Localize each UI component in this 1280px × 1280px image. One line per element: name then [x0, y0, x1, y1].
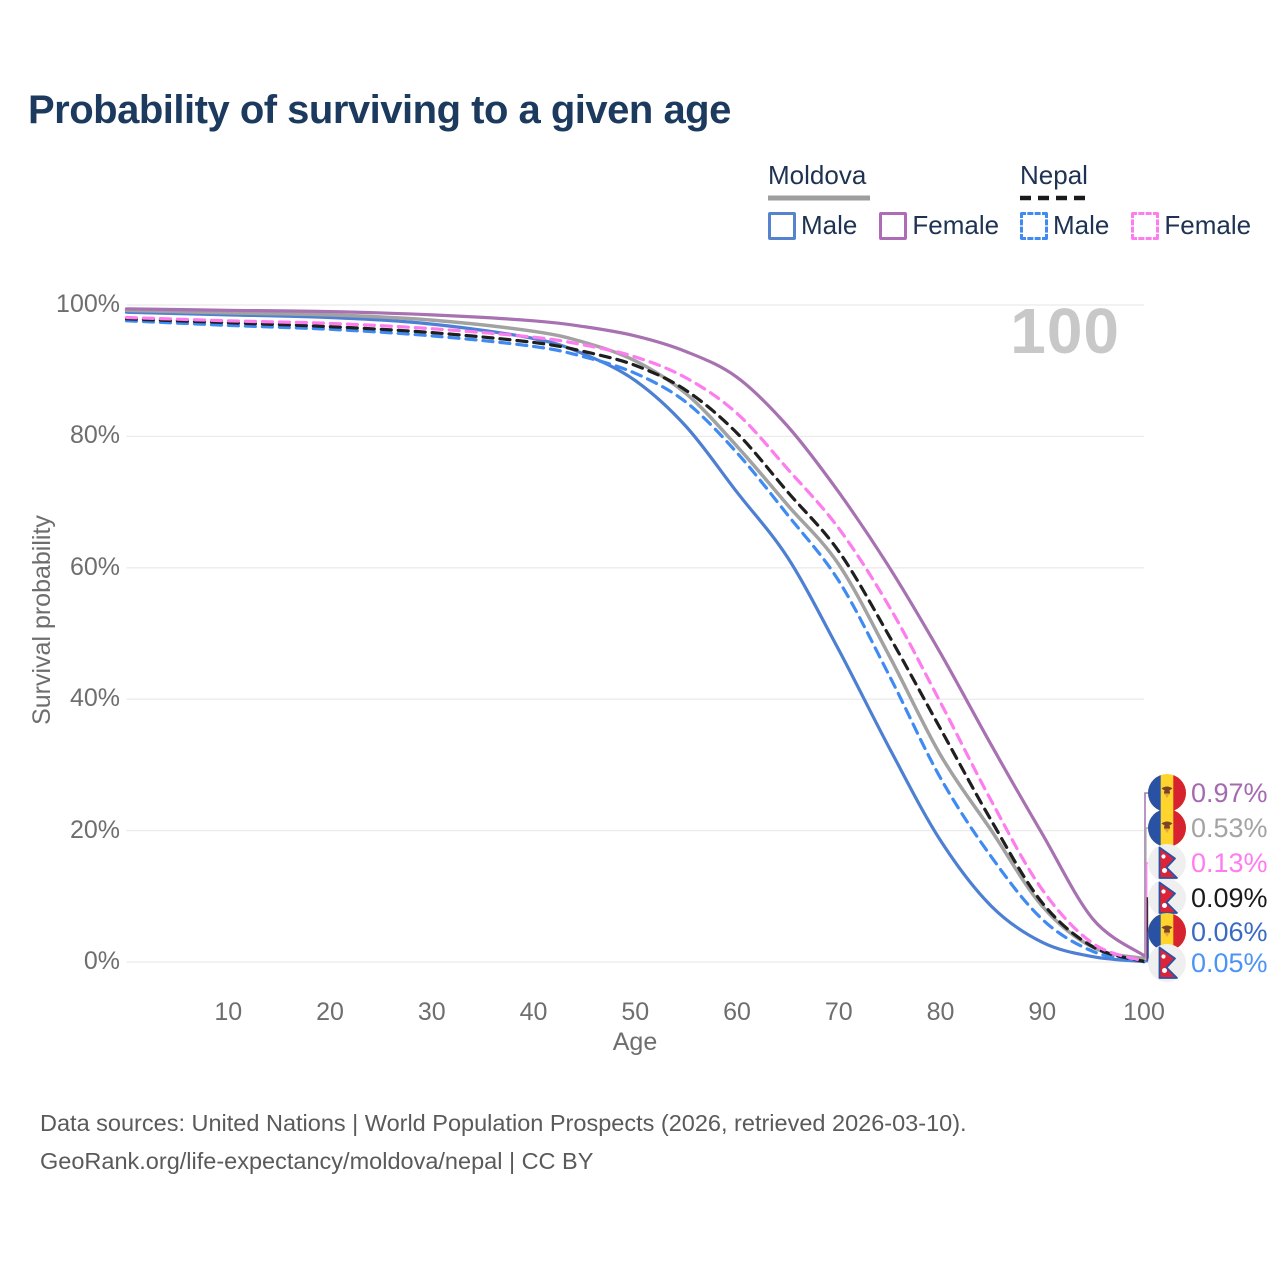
nepal-flag-icon	[1148, 944, 1186, 982]
end-label-nepal_total[interactable]: 0.09%	[1148, 879, 1268, 917]
end-label-moldova_female[interactable]: 0.97%	[1148, 774, 1268, 812]
legend-swatch-nepal-male[interactable]	[1020, 211, 1048, 240]
x-tick-label: 90	[1028, 998, 1057, 1026]
x-tick-label: 70	[824, 998, 853, 1026]
footer-link[interactable]: GeoRank.org/life-expectancy/moldova/nepa…	[40, 1148, 594, 1174]
y-tick-label: 60%	[69, 552, 120, 581]
x-axis-title: Age	[612, 1028, 658, 1056]
legend-group-nepal: Nepal Male Female	[1020, 160, 1251, 241]
legend-label-moldova-female[interactable]: Female	[912, 210, 1000, 240]
y-tick-label: 100%	[56, 290, 120, 318]
x-tick-label: 100	[1123, 998, 1165, 1026]
legend-group-nepal-name: Nepal	[1020, 160, 1088, 190]
end-label-value: 0.06%	[1191, 916, 1268, 947]
page-title: Probability of surviving to a given age	[28, 88, 731, 132]
x-tick-label: 50	[621, 998, 650, 1026]
moldova-flag-icon	[1148, 809, 1186, 847]
end-label-nepal_female[interactable]: 0.13%	[1148, 844, 1268, 882]
legend-group-moldova-name: Moldova	[768, 160, 867, 190]
y-axis-title: Survival probability	[28, 515, 56, 725]
end-label-value: 0.05%	[1191, 947, 1268, 978]
nepal-total-line-sample	[1020, 195, 1090, 201]
x-tick-label: 80	[926, 998, 955, 1026]
end-label-value: 0.53%	[1191, 812, 1268, 843]
moldova-flag-icon	[1148, 774, 1186, 812]
x-tick-label: 40	[519, 998, 548, 1026]
legend-swatch-moldova-male[interactable]	[768, 211, 796, 240]
end-label-value: 0.09%	[1191, 882, 1268, 913]
end-label-value: 0.13%	[1191, 847, 1268, 878]
nepal-flag-icon	[1148, 844, 1186, 882]
curve-nepal_male[interactable]	[124, 319, 1146, 964]
x-tick-label: 60	[723, 998, 751, 1026]
curve-moldova_female[interactable]	[124, 307, 1146, 958]
y-tick-label: 80%	[69, 421, 120, 450]
end-label-moldova_total[interactable]: 0.53%	[1148, 809, 1268, 847]
end-label-value: 0.97%	[1191, 777, 1268, 808]
legend-group-moldova: Moldova Male Female	[768, 160, 999, 241]
y-tick-label: 40%	[69, 684, 120, 713]
y-tick-label: 0%	[83, 947, 120, 975]
legend-label-nepal-female[interactable]: Female	[1164, 210, 1252, 240]
curve-nepal_total[interactable]	[124, 317, 1146, 963]
hovered-age-watermark: 100	[1010, 295, 1120, 367]
legend-label-nepal-male[interactable]: Male	[1053, 210, 1110, 240]
curve-nepal_female[interactable]	[124, 315, 1146, 963]
legend-label-moldova-male[interactable]: Male	[801, 210, 858, 240]
x-tick-label: 10	[214, 998, 243, 1026]
footer-datasource: Data sources: United Nations | World Pop…	[40, 1110, 967, 1136]
nepal-flag-icon	[1148, 879, 1186, 917]
y-tick-label: 20%	[69, 815, 120, 844]
legend-swatch-moldova-female[interactable]	[879, 211, 908, 240]
moldova-total-line-sample	[768, 195, 870, 201]
footer: Data sources: United Nations | World Pop…	[40, 1104, 967, 1180]
curve-moldova_total[interactable]	[124, 308, 1146, 961]
legend-swatch-nepal-female[interactable]	[1131, 211, 1160, 240]
x-tick-label: 20	[316, 998, 344, 1026]
x-tick-label: 30	[417, 998, 446, 1026]
curve-moldova_male[interactable]	[124, 310, 1146, 964]
end-label-nepal_male[interactable]: 0.05%	[1148, 944, 1268, 982]
